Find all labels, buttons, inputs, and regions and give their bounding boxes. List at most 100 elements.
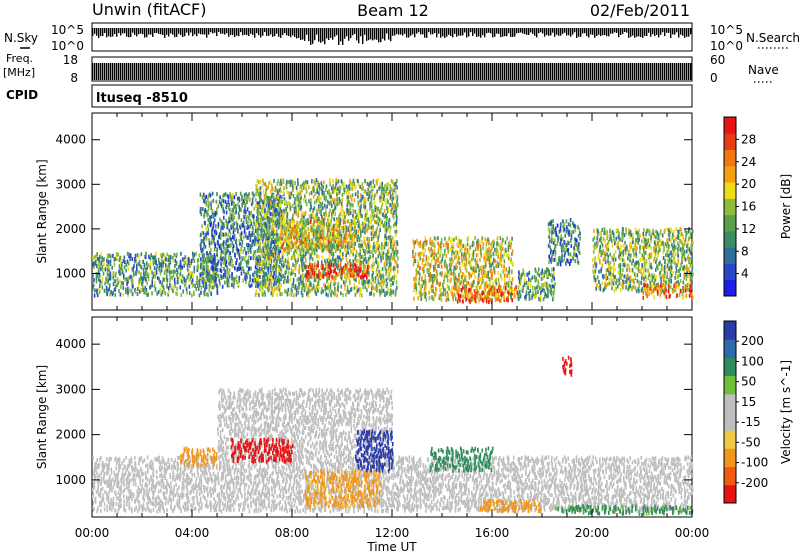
data-cell <box>472 249 475 254</box>
data-cell <box>486 257 489 262</box>
data-cell <box>124 277 126 282</box>
data-cell <box>261 199 264 204</box>
data-cell <box>364 178 366 183</box>
data-cell <box>258 249 261 254</box>
nsky-bar <box>550 28 552 36</box>
data-cell <box>364 256 367 261</box>
data-cell <box>347 268 350 273</box>
data-cell <box>456 265 458 270</box>
data-cell <box>317 274 319 279</box>
data-cell <box>257 204 260 209</box>
data-cell <box>258 254 261 259</box>
freq-bar <box>634 63 636 80</box>
data-cell <box>314 286 316 291</box>
data-cell <box>429 265 432 270</box>
data-cell <box>206 251 208 256</box>
data-cell <box>498 262 500 267</box>
data-cell <box>364 252 366 257</box>
data-cell <box>198 253 201 258</box>
data-cell <box>393 254 396 259</box>
data-cell <box>281 255 284 260</box>
data-cell <box>335 181 337 186</box>
data-cell <box>377 246 380 251</box>
data-cell <box>274 251 277 256</box>
data-cell <box>276 188 279 193</box>
data-cell <box>299 252 302 257</box>
data-cell <box>209 256 211 261</box>
data-cell <box>313 278 316 283</box>
data-cell <box>429 240 431 245</box>
freq-bar <box>194 63 196 80</box>
data-cell <box>450 269 453 274</box>
freq-bar <box>452 63 454 80</box>
data-cell <box>378 282 381 287</box>
data-cell <box>246 235 249 240</box>
data-cell <box>386 215 388 220</box>
freq-bar <box>106 63 108 80</box>
data-cell <box>354 257 356 262</box>
data-cell <box>340 232 343 237</box>
data-cell <box>266 277 269 282</box>
data-cell <box>179 271 182 276</box>
data-cell <box>396 256 399 261</box>
data-cell <box>249 224 251 229</box>
data-cell <box>274 287 276 292</box>
freq-bar <box>152 63 154 80</box>
data-cell <box>377 222 380 227</box>
data-cell <box>488 250 491 255</box>
data-cell <box>464 256 467 261</box>
nsky-bar <box>572 28 574 35</box>
data-cell <box>181 274 184 279</box>
data-cell <box>440 295 443 300</box>
data-cell <box>459 239 461 244</box>
data-cell <box>372 271 374 276</box>
data-cell <box>265 271 267 276</box>
data-cell <box>131 285 133 290</box>
data-cell <box>349 210 352 215</box>
data-cell <box>345 257 348 262</box>
data-cell <box>281 219 283 224</box>
data-cell <box>507 245 510 250</box>
data-cell <box>97 277 100 282</box>
freq-bar <box>662 63 664 80</box>
data-cell <box>204 270 206 275</box>
data-cell <box>393 269 396 274</box>
data-cell <box>354 209 357 214</box>
data-cell <box>383 198 386 203</box>
data-cell <box>214 244 217 249</box>
data-cell <box>314 191 317 196</box>
data-cell <box>387 276 389 281</box>
nsky-bar <box>308 28 310 42</box>
nsky-bar <box>246 28 248 36</box>
freq-bar <box>556 63 558 80</box>
data-cell <box>238 252 240 257</box>
data-cell <box>256 267 258 272</box>
nsky-bar <box>476 28 478 37</box>
data-cell <box>390 178 393 183</box>
nsky-bar <box>682 28 684 36</box>
data-cell <box>385 191 388 196</box>
nsky-bar <box>478 28 480 37</box>
data-cell <box>389 277 391 282</box>
data-cell <box>220 274 222 279</box>
data-cell <box>445 274 448 279</box>
freq-bar <box>386 63 388 80</box>
data-cell <box>93 261 95 266</box>
data-cell <box>324 206 327 211</box>
data-cell <box>230 201 233 206</box>
data-cell <box>357 287 360 292</box>
data-cell <box>313 266 315 271</box>
freq-bar <box>454 63 456 80</box>
data-cell <box>143 262 146 267</box>
data-cell <box>131 292 134 297</box>
nsky-bar <box>406 28 408 38</box>
data-cell <box>96 258 98 263</box>
data-cell <box>144 285 147 290</box>
data-cell <box>335 222 338 227</box>
data-cell <box>434 266 437 271</box>
data-cell <box>254 265 257 270</box>
data-cell <box>324 188 327 193</box>
data-cell <box>364 207 366 212</box>
data-cell <box>480 284 482 289</box>
data-cell <box>232 276 235 281</box>
